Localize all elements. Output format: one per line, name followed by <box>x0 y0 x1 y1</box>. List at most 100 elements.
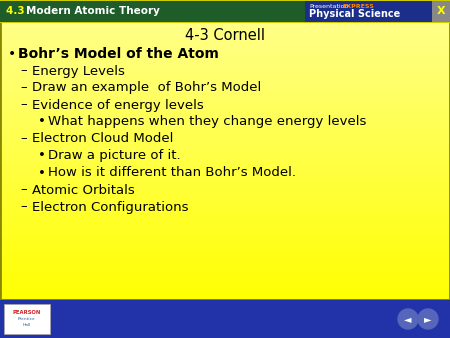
Bar <box>0 287 450 288</box>
Bar <box>0 83 450 84</box>
Bar <box>0 264 450 265</box>
Bar <box>0 265 450 266</box>
Bar <box>0 40 450 41</box>
Bar <box>0 160 450 161</box>
Bar <box>0 119 450 120</box>
Bar <box>0 244 450 245</box>
Bar <box>0 295 450 296</box>
Text: Prentice: Prentice <box>18 317 36 321</box>
Bar <box>0 133 450 134</box>
Text: Evidence of energy levels: Evidence of energy levels <box>32 98 204 112</box>
Bar <box>0 256 450 257</box>
Bar <box>0 65 450 66</box>
Bar <box>0 186 450 187</box>
Text: ◄: ◄ <box>404 314 412 324</box>
Bar <box>0 126 450 127</box>
Bar <box>0 276 450 277</box>
Bar <box>0 248 450 249</box>
Bar <box>0 241 450 242</box>
Bar <box>0 148 450 149</box>
Bar <box>0 153 450 154</box>
Bar <box>0 228 450 229</box>
Bar <box>0 232 450 233</box>
Bar <box>0 175 450 176</box>
Bar <box>0 166 450 167</box>
Bar <box>0 58 450 59</box>
Bar <box>0 60 450 61</box>
Bar <box>0 233 450 234</box>
Bar <box>0 180 450 181</box>
Bar <box>0 139 450 140</box>
Bar <box>0 135 450 136</box>
Bar <box>0 111 450 112</box>
Bar <box>0 263 450 264</box>
Text: Presentation: Presentation <box>309 3 348 8</box>
Bar <box>0 240 450 241</box>
Bar <box>0 249 450 250</box>
Bar <box>0 31 450 32</box>
Bar <box>0 170 450 171</box>
Bar <box>0 171 450 172</box>
Bar <box>0 57 450 58</box>
Bar <box>0 261 450 262</box>
Bar <box>0 62 450 63</box>
Bar <box>0 108 450 109</box>
Bar <box>0 266 450 267</box>
Bar <box>0 98 450 99</box>
Bar <box>0 140 450 141</box>
Bar <box>0 51 450 52</box>
Bar <box>0 138 450 139</box>
Bar <box>0 56 450 57</box>
Bar <box>0 168 450 169</box>
Text: Hall: Hall <box>23 323 31 327</box>
Text: Atomic Orbitals: Atomic Orbitals <box>32 184 135 196</box>
Bar <box>0 125 450 126</box>
Bar <box>0 280 450 281</box>
Bar <box>0 207 450 208</box>
Text: Electron Cloud Model: Electron Cloud Model <box>32 132 173 145</box>
Bar <box>0 0 450 1</box>
Text: EXPRESS: EXPRESS <box>342 3 374 8</box>
Bar <box>0 182 450 183</box>
Bar <box>0 53 450 54</box>
Bar <box>0 78 450 79</box>
Bar <box>0 24 450 25</box>
Bar <box>0 96 450 97</box>
Bar <box>0 199 450 200</box>
Bar <box>0 185 450 186</box>
Bar <box>0 213 450 214</box>
Bar <box>0 252 450 253</box>
Bar <box>0 23 450 24</box>
Bar <box>0 99 450 100</box>
Bar <box>0 291 450 292</box>
Bar <box>0 100 450 101</box>
Bar <box>0 38 450 39</box>
Bar <box>0 173 450 174</box>
Bar <box>0 32 450 33</box>
Bar <box>0 245 450 246</box>
Bar <box>0 275 450 276</box>
Bar <box>0 69 450 70</box>
Bar <box>0 48 450 49</box>
Bar <box>0 169 450 170</box>
Bar <box>0 209 450 210</box>
Bar <box>0 123 450 124</box>
Bar <box>0 229 450 230</box>
Bar <box>0 72 450 73</box>
Bar <box>0 63 450 64</box>
Bar <box>0 271 450 272</box>
Bar <box>0 288 450 289</box>
Bar <box>0 198 450 199</box>
Bar <box>0 80 450 81</box>
Bar <box>0 22 450 23</box>
Bar <box>0 211 450 212</box>
Bar <box>0 237 450 238</box>
Text: •: • <box>38 167 46 179</box>
Bar <box>0 176 450 177</box>
Text: Draw a picture of it.: Draw a picture of it. <box>48 149 180 163</box>
Bar <box>0 253 450 254</box>
Text: –: – <box>20 132 27 145</box>
Bar <box>0 196 450 197</box>
Bar <box>0 189 450 190</box>
Bar <box>0 225 450 226</box>
